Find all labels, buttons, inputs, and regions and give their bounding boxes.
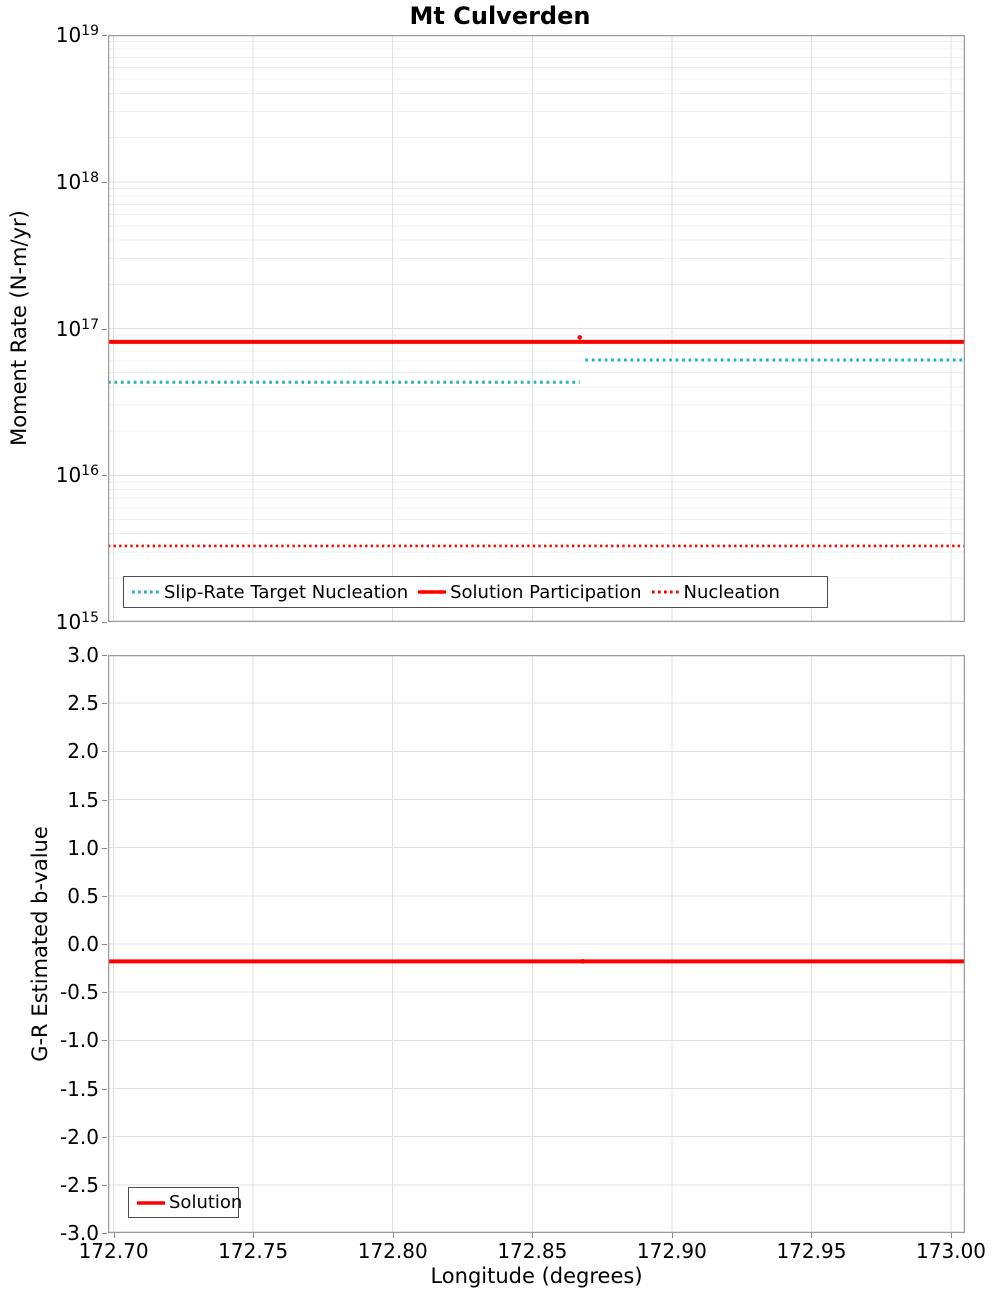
- ytick-mark: [102, 35, 107, 36]
- ytick-label: 1.5: [67, 787, 99, 812]
- ytick-label: 1.0: [67, 835, 99, 860]
- solution-marker: [580, 959, 585, 964]
- ytick-label: 0.0: [67, 932, 99, 956]
- ytick-mark: [102, 895, 107, 897]
- legend-dotted-line-sample: [132, 590, 160, 594]
- ytick-mark: [102, 655, 107, 656]
- ytick-base: 10: [55, 463, 82, 488]
- ytick-label: 1015: [56, 610, 99, 634]
- ytick-mark: [102, 181, 107, 183]
- xtick-label: 172.95: [776, 1239, 847, 1263]
- ytick-base: 10: [55, 23, 82, 47]
- xtick-label: 172.80: [357, 1239, 428, 1263]
- legend-solid-line-sample: [137, 1200, 165, 1205]
- ytick-mark: [102, 1184, 107, 1186]
- ytick-base: 10: [55, 316, 82, 341]
- xtick-mark: [113, 1233, 115, 1238]
- xtick-label: 172.90: [636, 1239, 707, 1263]
- ytick-label: 1016: [56, 463, 99, 487]
- xlabel: Longitude (degrees): [430, 1264, 643, 1288]
- legend-solid-line-sample: [418, 590, 447, 594]
- xtick-mark: [671, 1233, 673, 1238]
- ytick-mark: [102, 1040, 107, 1042]
- ytick-label: 0.5: [67, 883, 99, 908]
- top-plot-legend: Slip-Rate Target Nucleation Solution Part…: [123, 576, 828, 608]
- top-plot-yticks: 1019 1018 1017 1016 1015: [0, 23, 107, 634]
- ytick-label: 3.0: [67, 643, 99, 667]
- ytick-label: -1.0: [59, 1028, 99, 1053]
- ytick-label: -2.5: [59, 1172, 99, 1197]
- ytick-mark: [102, 475, 107, 477]
- ytick-mark: [102, 1088, 107, 1090]
- xticks: 172.70 172.75 172.80 172.85 172.90 172.95 173.…: [79, 1233, 988, 1265]
- ytick-base: 10: [55, 169, 82, 194]
- ytick-label: -2.0: [59, 1124, 99, 1149]
- xtick-label: 173.00: [916, 1239, 987, 1263]
- ytick-label: -1.5: [59, 1076, 99, 1101]
- ytick-label: 1017: [56, 317, 99, 341]
- ytick-label: -3.0: [59, 1221, 99, 1245]
- bottom-plot-yticks: 3.0 2.5 2.0 1.5 1.0 0.5 0.0 -0.5 -1.0 -1.5 -2.0 -2.…: [0, 643, 107, 1245]
- legend-label: Nucleation: [683, 581, 780, 603]
- solution-participation-marker: [577, 335, 583, 340]
- ytick-mark: [102, 944, 107, 945]
- ytick-mark: [102, 751, 107, 753]
- plot-border: [108, 655, 965, 1233]
- ytick-mark: [102, 328, 107, 330]
- ytick-mark: [102, 1136, 107, 1138]
- xtick-mark: [253, 1233, 255, 1238]
- ytick-label: 1019: [56, 23, 99, 47]
- ytick-mark: [102, 992, 107, 994]
- legend-label: Slip-Rate Target Nucleation: [164, 581, 409, 603]
- ytick-base: 10: [55, 610, 82, 634]
- ytick-label: -0.5: [59, 980, 99, 1005]
- ytick-mark: [102, 1233, 107, 1234]
- legend-dotted-line-sample: [651, 590, 680, 594]
- xtick-mark: [951, 1233, 953, 1238]
- xtick-label: 172.75: [218, 1239, 289, 1263]
- xtick-label: 172.70: [78, 1239, 149, 1263]
- ytick-exponent: 17: [81, 316, 99, 333]
- ytick-label: 1018: [56, 170, 99, 194]
- ytick-exponent: 18: [81, 169, 99, 186]
- legend-item: Solution: [136, 1192, 242, 1213]
- ytick-exponent: 19: [81, 23, 99, 39]
- legend-label: Solution Participation: [450, 581, 642, 603]
- ytick-exponent: 15: [81, 610, 99, 626]
- xtick-mark: [532, 1233, 534, 1238]
- ytick-mark: [102, 703, 107, 705]
- ytick-label: 2.0: [67, 739, 99, 764]
- legend-item: Nucleation: [651, 582, 780, 603]
- xtick-mark: [392, 1233, 394, 1238]
- plot-border: [108, 35, 965, 622]
- ytick-mark: [102, 847, 107, 849]
- xtick-mark: [811, 1233, 813, 1238]
- b-value-plot: [108, 655, 965, 1233]
- ytick-exponent: 16: [81, 463, 99, 480]
- ytick-mark: [102, 622, 107, 623]
- ytick-label: 2.5: [67, 691, 99, 716]
- legend-item: Solution Participation: [417, 581, 642, 603]
- bottom-plot-legend: Solution: [128, 1187, 242, 1218]
- ytick-mark: [102, 799, 107, 801]
- xtick-label: 172.85: [497, 1239, 568, 1263]
- chart-title: Mt Culverden: [409, 2, 591, 30]
- legend-item: Slip-Rate Target Nucleation: [131, 582, 408, 603]
- moment-rate-plot: [108, 35, 965, 622]
- legend-label: Solution: [169, 1192, 243, 1213]
